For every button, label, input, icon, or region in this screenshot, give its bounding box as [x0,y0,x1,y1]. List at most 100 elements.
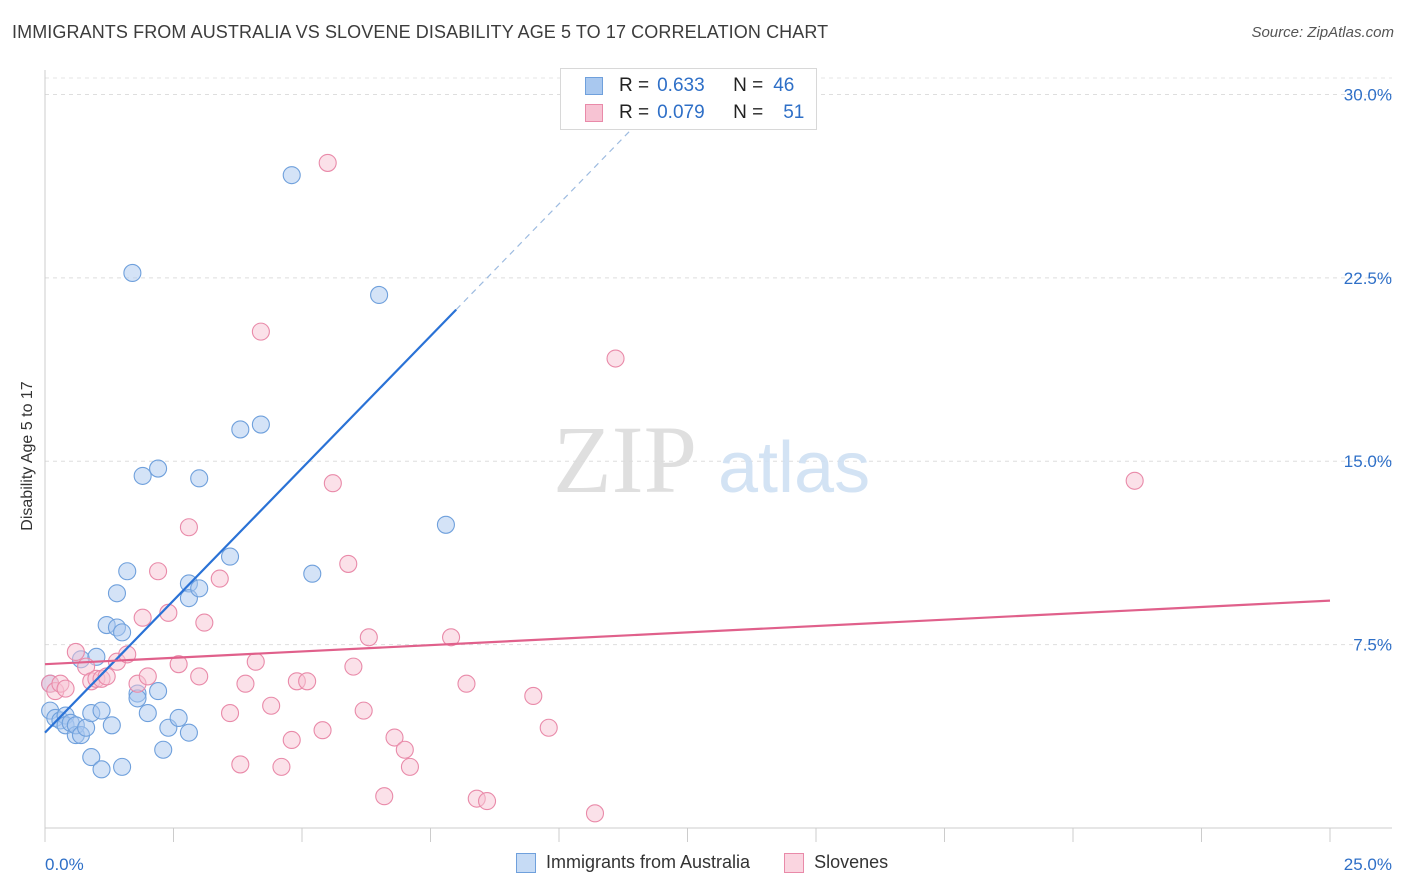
tick-label-layer: 7.5% 15.0% 22.5% 30.0% 0.0% 25.0% [45,85,1392,874]
point-australia [118,562,137,581]
stats-swatch-australia [585,77,603,95]
point-slovenes [344,657,363,676]
r-value-slovenes: 0.079 [657,102,705,123]
point-australia [179,723,198,742]
point-australia [436,515,455,534]
point-slovenes [298,672,317,691]
point-slovenes [210,569,229,588]
trend-line-australia [44,308,457,734]
point-slovenes [585,804,605,823]
point-slovenes [323,474,342,493]
point-slovenes [359,628,378,647]
grid-layer [45,77,1392,646]
point-slovenes [385,728,404,747]
stats-row-australia: R = 0.633 N = 46 [585,73,795,99]
point-slovenes [339,554,358,573]
point-slovenes [524,686,543,706]
point-slovenes [138,667,157,686]
n-label: N = [733,102,764,123]
point-australia [282,166,301,185]
r-label: R = [619,102,650,123]
point-slovenes [282,730,301,750]
chart-title: IMMIGRANTS FROM AUSTRALIA VS SLOVENE DIS… [12,22,829,42]
n-value-slovenes: 51 [783,102,805,123]
point-australia [190,579,209,598]
point-slovenes [66,642,85,661]
point-slovenes [231,755,250,774]
point-australia [251,415,270,434]
point-australia [113,757,132,776]
point-australia [220,547,240,566]
point-slovenes [477,792,497,811]
x-tick-label: 0.0% [45,855,84,874]
legend-swatch-australia [516,852,536,873]
point-slovenes [251,322,270,341]
trend-layer [44,124,1331,734]
point-slovenes [606,349,625,368]
legend: Immigrants from Australia Slovenes [516,852,922,873]
legend-item-australia[interactable]: Immigrants from Australia [516,852,750,873]
point-slovenes [395,740,414,759]
point-slovenes [118,645,137,664]
point-australia [133,466,152,485]
point-slovenes [400,757,419,776]
point-australia [149,682,168,701]
legend-label-australia: Immigrants from Australia [546,852,751,872]
y-tick-label: 15.0% [1344,452,1392,471]
point-slovenes [190,667,209,686]
point-slovenes [56,679,75,698]
n-value-australia: 46 [773,75,795,96]
point-slovenes [1125,471,1144,490]
point-australia [92,701,111,720]
point-australia [370,285,389,305]
legend-swatch-slovenes [784,852,805,873]
point-australia [169,708,188,728]
y-tick-label: 7.5% [1353,636,1392,655]
point-slovenes [220,704,240,723]
point-australia [303,564,322,583]
point-slovenes [313,721,332,740]
point-australia [190,469,209,488]
point-australia [102,716,121,735]
legend-label-slovenes: Slovenes [814,852,889,872]
source-label: Source: ZipAtlas.com [1251,24,1394,41]
stats-row-slovenes: R = 0.079 N = 51 [585,100,805,126]
point-slovenes [457,674,476,693]
stats-box: R = 0.633 N = 46 R = 0.079 N = 51 [560,68,817,130]
point-australia [82,748,101,767]
point-slovenes [539,718,558,737]
stats-swatch-slovenes [585,104,603,122]
point-australia [154,740,173,759]
watermark-zip: ZIP [553,406,697,513]
r-label: R = [619,75,650,96]
point-australia [138,704,157,723]
point-slovenes [318,153,337,172]
axis-layer [44,70,1392,842]
r-value-australia: 0.633 [657,75,705,96]
point-australia [149,459,168,478]
watermark-atlas: atlas [718,428,870,508]
point-australia [113,623,132,642]
y-tick-label: 30.0% [1344,85,1392,104]
point-slovenes [246,652,265,671]
point-slovenes [149,562,168,581]
point-australia [231,420,250,439]
point-slovenes [169,655,188,674]
point-slovenes [179,518,198,537]
legend-item-slovenes[interactable]: Slovenes [784,852,888,873]
point-australia [92,760,111,779]
point-slovenes [195,613,214,632]
trend-extension-australia [455,124,637,311]
point-slovenes [442,628,461,647]
point-australia [107,584,127,603]
point-slovenes [133,608,152,627]
x-tick-label: 25.0% [1344,855,1392,874]
point-slovenes [354,701,373,720]
point-slovenes [236,674,255,693]
points-layer [41,153,1144,823]
watermark: ZIP atlas [553,406,870,513]
point-slovenes [272,757,291,776]
y-tick-label: 22.5% [1344,269,1392,288]
trend-line-slovenes [44,599,1331,666]
point-slovenes [262,696,281,715]
